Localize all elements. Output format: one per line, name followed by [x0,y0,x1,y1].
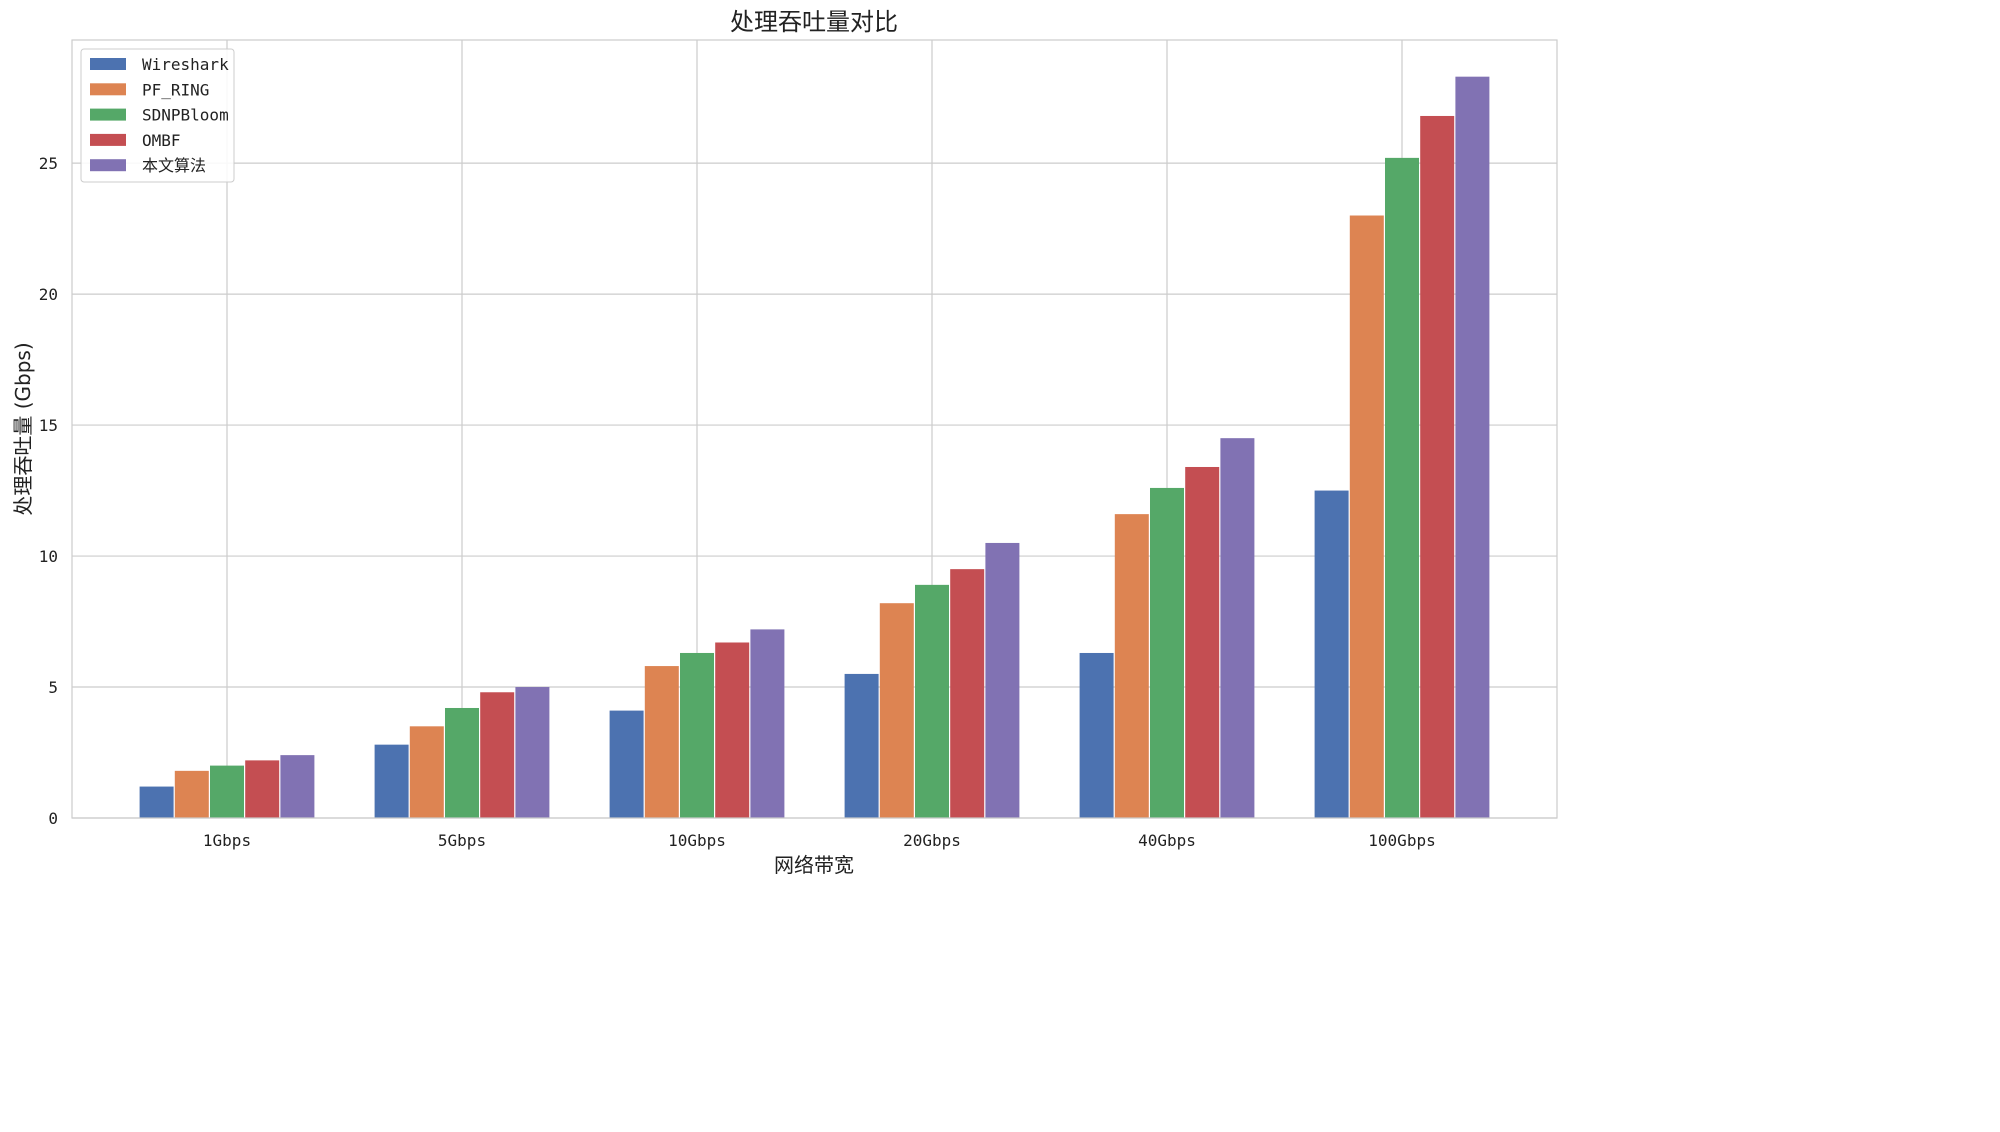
bar-本文算法-5Gbps [515,687,550,818]
bar-PF_RING-10Gbps [644,666,679,818]
bar-Wireshark-10Gbps [609,710,644,818]
bar-SDNPBloom-1Gbps [210,765,244,818]
bar-本文算法-40Gbps [1220,438,1255,818]
legend-label: 本文算法 [142,156,206,175]
bar-SDNPBloom-20Gbps [915,584,949,818]
legend-swatch [90,83,126,96]
plot-background [72,40,1557,818]
legend-box [80,48,235,183]
plot-frame [71,39,1558,819]
bars-group [139,76,1490,819]
legend-swatch [90,108,126,121]
y-tick-label: 0 [48,809,58,828]
bar-SDNPBloom-40Gbps [1150,487,1184,818]
y-tick-label: 10 [39,547,58,566]
bar-PF_RING-20Gbps [879,603,914,818]
bar-OMBF-100Gbps [1420,115,1455,819]
bar-本文算法-10Gbps [750,629,785,818]
legend-swatch [90,159,126,172]
bar-OMBF-20Gbps [950,569,985,818]
bar-PF_RING-1Gbps [174,770,209,818]
bar-OMBF-40Gbps [1185,466,1220,818]
legend-label: SDNPBloom [142,106,229,125]
x-tick-labels: 1Gbps 5Gbps 10Gbps 20Gbps 40Gbps 100Gbps [203,831,1436,850]
bar-本文算法-1Gbps [280,755,315,818]
y-tick-label: 5 [48,678,58,697]
bar-OMBF-1Gbps [245,760,280,818]
legend-swatch [90,58,126,70]
bar-PF_RING-5Gbps [409,726,444,818]
chart-title: 处理吞吐量对比 [730,8,898,36]
y-tick-label: 15 [39,416,58,435]
legend-label: PF_RING [142,80,209,99]
y-tick-label: 20 [39,285,58,304]
x-tick-label: 40Gbps [1138,831,1196,850]
legend: Wireshark PF_RING SDNPBloom OMBF 本文算法 [80,48,235,183]
y-tick-labels: 0 5 10 15 20 25 [39,154,58,828]
bar-SDNPBloom-10Gbps [680,652,714,818]
legend-label: OMBF [142,131,181,150]
bar-PF_RING-100Gbps [1349,215,1384,818]
x-tick-label: 100Gbps [1368,831,1435,850]
x-tick-label: 5Gbps [438,831,486,850]
bar-Wireshark-5Gbps [374,744,409,818]
x-tick-label: 20Gbps [903,831,961,850]
bar-Wireshark-1Gbps [139,786,174,818]
bar-OMBF-5Gbps [480,692,515,818]
y-axis-label: 处理吞吐量 (Gbps) [11,342,35,515]
x-axis-label: 网络带宽 [774,853,854,877]
bar-PF_RING-40Gbps [1114,514,1149,818]
x-tick-label: 1Gbps [203,831,251,850]
x-tick-label: 10Gbps [668,831,726,850]
bar-本文算法-20Gbps [985,542,1020,818]
y-tick-label: 25 [39,154,58,173]
bar-SDNPBloom-100Gbps [1385,157,1419,818]
bar-Wireshark-20Gbps [844,673,879,818]
bar-Wireshark-40Gbps [1079,652,1114,818]
bar-SDNPBloom-5Gbps [445,707,479,818]
bar-OMBF-10Gbps [715,642,750,818]
legend-swatch [90,133,126,146]
bar-Wireshark-100Gbps [1314,490,1349,818]
bar-本文算法-100Gbps [1455,76,1490,818]
legend-label: Wireshark [142,55,229,74]
